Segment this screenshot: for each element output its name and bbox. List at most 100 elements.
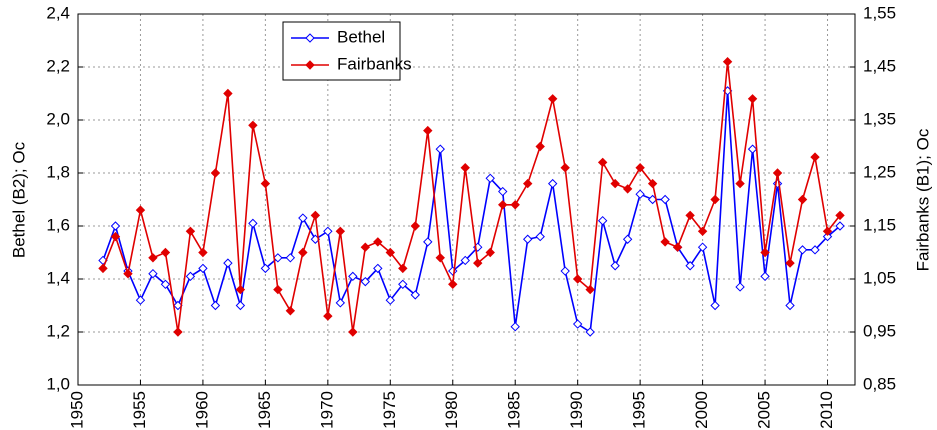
data-point (797, 194, 808, 205)
data-point (610, 178, 620, 189)
data-point (685, 210, 695, 221)
data-point (785, 258, 795, 268)
x-tick-label: 1965 (255, 391, 274, 429)
data-point (622, 234, 633, 244)
x-tick-label: 1995 (630, 391, 649, 429)
data-point (385, 295, 396, 305)
data-point (635, 189, 645, 199)
data-point (735, 282, 745, 292)
data-point (722, 56, 733, 67)
x-tick-label: 1990 (567, 391, 586, 429)
data-point (485, 247, 495, 258)
y-tick-label: 2,0 (46, 109, 70, 128)
data-point (210, 300, 221, 311)
y-axis-label: Bethel (B2); Oc (9, 141, 28, 258)
data-point (423, 125, 433, 136)
data-point (597, 215, 608, 226)
data-point (148, 253, 158, 263)
data-point (260, 263, 271, 274)
data-point (523, 234, 533, 244)
x-tick-label: 1970 (317, 391, 336, 429)
data-point (123, 268, 133, 279)
x-tick-label: 1980 (442, 391, 461, 429)
y2-tick-label: 1,15 (863, 215, 896, 234)
data-point (323, 311, 333, 321)
data-point (498, 186, 508, 197)
data-point (523, 178, 533, 189)
data-point (460, 162, 470, 173)
data-point (822, 231, 833, 242)
data-point (298, 213, 308, 223)
legend-marker (305, 60, 315, 70)
data-point (223, 88, 233, 99)
x-tick-label: 1950 (67, 391, 86, 429)
data-point (335, 226, 346, 237)
data-point (647, 178, 658, 189)
data-point (160, 279, 171, 290)
data-point (585, 327, 595, 337)
data-point (785, 300, 795, 311)
data-point (597, 157, 608, 168)
data-point (772, 168, 783, 178)
data-point (323, 226, 333, 237)
data-point (547, 94, 558, 104)
data-point (448, 279, 458, 290)
data-point (535, 141, 545, 152)
y2-tick-label: 1,45 (863, 56, 896, 75)
plot-frame (77, 13, 856, 386)
y2-tick-label: 0,85 (863, 374, 896, 393)
data-point (235, 284, 246, 295)
data-point (797, 245, 808, 255)
y2-tick-label: 1,25 (863, 162, 896, 181)
x-tick-label: 1955 (130, 391, 149, 429)
data-point (572, 274, 583, 284)
data-point (810, 245, 820, 255)
data-point (473, 258, 483, 268)
data-point (135, 295, 146, 305)
data-point (335, 298, 346, 308)
data-point (210, 168, 221, 178)
data-point (572, 319, 583, 329)
x-tick-label: 1975 (380, 391, 399, 429)
y2-tick-label: 1,35 (863, 109, 896, 128)
x-tick-label: 2005 (755, 391, 774, 429)
legend-box (282, 21, 401, 81)
series-line (102, 90, 841, 334)
data-point (160, 247, 171, 258)
data-point (310, 210, 321, 221)
data-point (535, 231, 545, 242)
y2-axis-label: Fairbanks (B1); Oc (913, 128, 932, 271)
y-tick-label: 2,4 (46, 3, 70, 22)
data-point (510, 200, 520, 210)
data-point (373, 237, 383, 247)
data-point (248, 120, 258, 131)
data-point (110, 231, 121, 242)
data-point (185, 226, 196, 237)
data-point (285, 306, 296, 316)
y-tick-label: 1,4 (46, 268, 70, 287)
data-point (373, 263, 383, 274)
data-point (185, 271, 196, 282)
x-tick-label: 2000 (692, 391, 711, 429)
legend-label: Fairbanks (337, 54, 412, 73)
data-point (98, 263, 108, 274)
y-tick-label: 2,2 (46, 56, 70, 75)
data-point (560, 162, 570, 173)
data-point (435, 144, 445, 154)
data-point (747, 144, 758, 154)
data-point (835, 210, 845, 221)
data-point (360, 242, 371, 252)
data-point (235, 300, 246, 311)
data-point (760, 271, 770, 282)
data-point (822, 226, 833, 237)
data-point (547, 178, 558, 189)
data-point (735, 178, 745, 189)
data-point (760, 247, 770, 258)
data-point (398, 263, 408, 274)
data-point (348, 271, 358, 282)
data-point (110, 221, 121, 231)
x-tick-label: 1960 (192, 391, 211, 429)
data-point (273, 253, 283, 263)
data-point (685, 261, 695, 271)
